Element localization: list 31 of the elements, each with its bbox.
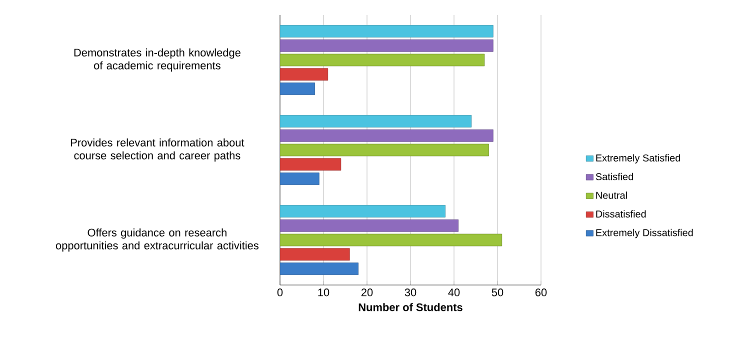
y-tick-label: Demonstrates in-depth knowledge of academic requirements: [74, 48, 240, 72]
bar: [280, 39, 494, 52]
y-tick-label: Provides relevant information about course selection and career paths: [71, 138, 244, 162]
x-tick-label: 10: [318, 288, 330, 296]
x-tick-label: 60: [535, 288, 547, 296]
bar: [280, 205, 446, 218]
legend-label: Neutral: [596, 192, 627, 199]
legend-label: Extremely Satisfied: [596, 154, 680, 164]
bar: [280, 248, 350, 261]
bar: [280, 172, 320, 185]
bar: [280, 54, 485, 66]
bar: [280, 68, 328, 81]
x-tick-label: 50: [492, 288, 504, 296]
bar: [280, 219, 459, 232]
bar: [280, 82, 315, 95]
legend-label: Dissatisfied: [596, 210, 646, 218]
x-axis-title: Number of Students: [358, 303, 462, 312]
bar: [280, 115, 472, 128]
legend-label: Extremely Dissatisfied: [596, 228, 693, 238]
bar: [280, 234, 502, 246]
x-tick-label: 20: [361, 288, 373, 296]
x-tick-label: 40: [448, 288, 460, 296]
legend-label: Satisfied: [596, 172, 634, 180]
bar: [280, 262, 358, 276]
y-tick-label: Offers guidance on research opportunities and extracurricular activities: [56, 228, 258, 252]
bar: [280, 25, 494, 38]
x-tick-label: 0: [277, 288, 283, 296]
x-tick-label: 30: [404, 288, 416, 296]
bar: [280, 129, 494, 142]
bar: [280, 158, 342, 171]
bar: [280, 144, 489, 156]
